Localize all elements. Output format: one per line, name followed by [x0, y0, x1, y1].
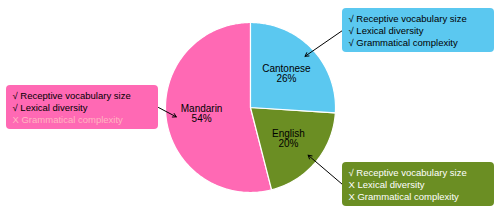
- svg-text:√ Receptive vocabulary size: √ Receptive vocabulary size: [349, 167, 467, 178]
- svg-text:√ Receptive vocabulary size: √ Receptive vocabulary size: [13, 90, 131, 101]
- svg-text:Cantonese26%: Cantonese26%: [262, 63, 311, 84]
- svg-text:English20%: English20%: [272, 128, 305, 149]
- svg-text:√ Grammatical complexity: √ Grammatical complexity: [349, 37, 458, 48]
- svg-text:X Grammatical complexity: X Grammatical complexity: [349, 191, 460, 202]
- svg-text:√ Lexical diversity: √ Lexical diversity: [13, 102, 88, 113]
- svg-text:√ Lexical diversity: √ Lexical diversity: [349, 25, 424, 36]
- svg-text:X Grammatical complexity: X Grammatical complexity: [13, 114, 124, 125]
- svg-text:X Lexical diversity: X Lexical diversity: [349, 179, 425, 190]
- svg-text:Mandarin54%: Mandarin54%: [181, 103, 223, 124]
- svg-text:√ Receptive vocabulary size: √ Receptive vocabulary size: [349, 13, 467, 24]
